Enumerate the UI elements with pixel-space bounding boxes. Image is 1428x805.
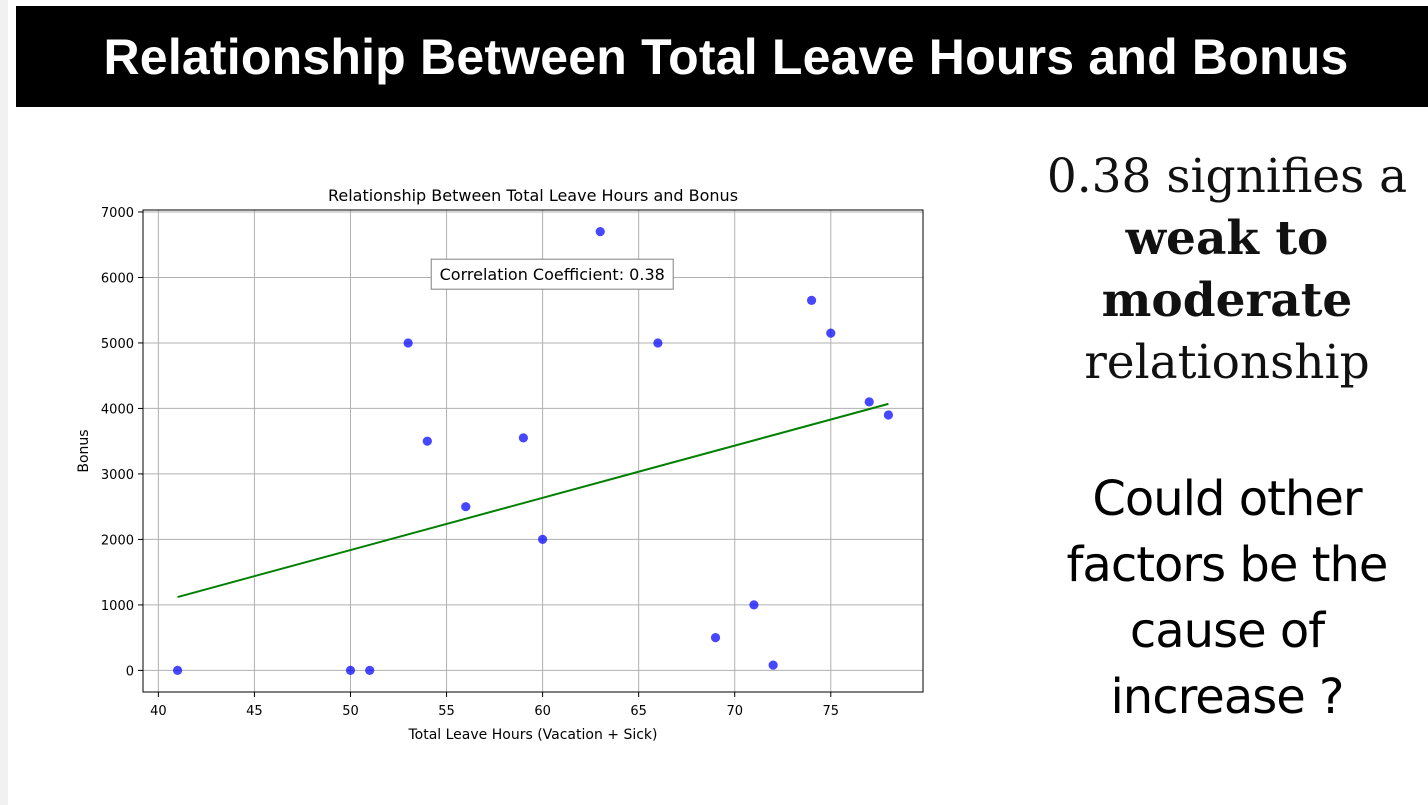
x-tick-label: 40 xyxy=(150,704,167,719)
x-tick-label: 75 xyxy=(823,704,840,719)
data-points xyxy=(172,227,894,675)
y-tick-label: 3000 xyxy=(101,468,134,483)
x-tick-label: 50 xyxy=(342,704,359,719)
data-point xyxy=(403,338,413,348)
x-axis-label: Total Leave Hours (Vacation + Sick) xyxy=(407,727,657,743)
data-point xyxy=(365,665,375,675)
scatter-chart: 40 45 50 55 60 65 70 75 0 1000 2000 3000 4000 5000 600… xyxy=(76,186,924,743)
y-tick-label: 4000 xyxy=(101,402,134,417)
data-point xyxy=(172,665,183,675)
statement-line-2: weak to xyxy=(1125,211,1329,266)
y-tick-label: 6000 xyxy=(101,271,134,286)
data-point xyxy=(864,397,874,407)
data-point xyxy=(883,410,894,420)
data-point xyxy=(653,338,663,348)
annotation-box xyxy=(430,258,674,290)
data-point xyxy=(826,328,836,338)
chart-title: Relationship Between Total Leave Hours a… xyxy=(328,186,738,205)
question-line-3: cause of xyxy=(1129,603,1325,659)
y-axis-label: Bonus xyxy=(76,429,92,472)
statement-line-1: 0.38 signifies a xyxy=(1046,149,1408,204)
x-tick-label: 70 xyxy=(726,704,743,719)
axis-ticks: 40 45 50 55 60 65 70 75 0 1000 2000 3000 4000 5000 600… xyxy=(101,206,839,719)
statement-line-3: moderate xyxy=(1101,273,1353,328)
chart-grid xyxy=(143,210,923,692)
annotation-text: Correlation Coefficient: 0.38 xyxy=(440,265,665,284)
question-line-4: increase ? xyxy=(1110,669,1344,725)
title-bar: Relationship Between Total Leave Hours a… xyxy=(16,6,1428,107)
data-point xyxy=(806,295,817,305)
correlation-statement: 0.38 signifies a weak to moderate relati… xyxy=(1018,146,1428,394)
y-tick-label: 1000 xyxy=(101,599,134,614)
y-tick-label: 5000 xyxy=(101,337,134,352)
data-point xyxy=(422,436,432,446)
correlation-annotation: Correlation Coefficient: 0.38 xyxy=(430,258,674,290)
question-line-2: factors be the xyxy=(1066,537,1389,593)
x-tick-label: 55 xyxy=(438,704,455,719)
trend-line xyxy=(177,402,889,599)
statement-line-4: relationship xyxy=(1084,335,1370,390)
slide-title: Relationship Between Total Leave Hours a… xyxy=(103,28,1349,85)
data-point xyxy=(345,665,356,675)
question-line-1: Could other xyxy=(1092,471,1362,527)
question-text: Could other factors be the cause of incr… xyxy=(1018,466,1428,730)
trend-line-group xyxy=(177,402,889,599)
data-point xyxy=(518,433,528,443)
plot-frame xyxy=(142,209,924,693)
y-tick-label: 7000 xyxy=(101,206,134,221)
data-point xyxy=(595,227,605,237)
x-tick-label: 45 xyxy=(246,704,263,719)
data-point xyxy=(768,660,778,670)
data-point xyxy=(461,502,471,512)
y-tick-label: 2000 xyxy=(101,533,134,548)
x-tick-label: 65 xyxy=(630,704,647,719)
data-point xyxy=(710,633,721,643)
data-point xyxy=(749,600,759,610)
x-tick-label: 60 xyxy=(534,704,551,719)
y-tick-label: 0 xyxy=(126,664,134,679)
data-point xyxy=(538,534,548,545)
